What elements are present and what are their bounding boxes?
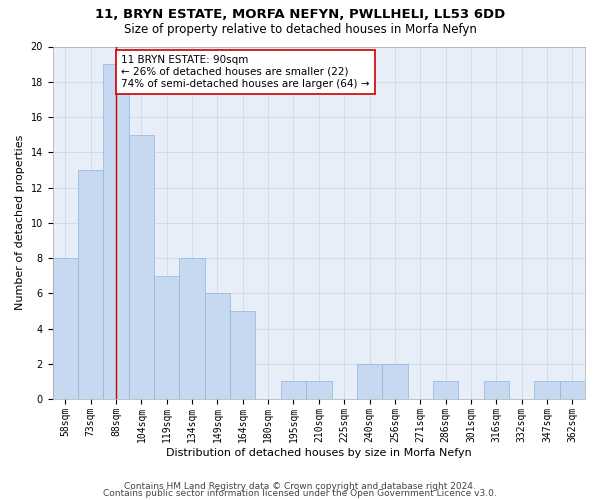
Text: Contains HM Land Registry data © Crown copyright and database right 2024.: Contains HM Land Registry data © Crown c… — [124, 482, 476, 491]
Bar — [433, 382, 458, 399]
Bar — [560, 382, 585, 399]
Bar — [205, 294, 230, 399]
Y-axis label: Number of detached properties: Number of detached properties — [15, 135, 25, 310]
Bar — [129, 134, 154, 399]
Bar — [179, 258, 205, 399]
Bar — [535, 382, 560, 399]
Bar — [103, 64, 129, 399]
Bar — [382, 364, 407, 399]
Bar — [357, 364, 382, 399]
Bar — [484, 382, 509, 399]
Text: Size of property relative to detached houses in Morfa Nefyn: Size of property relative to detached ho… — [124, 22, 476, 36]
Text: Contains public sector information licensed under the Open Government Licence v3: Contains public sector information licen… — [103, 490, 497, 498]
Text: 11 BRYN ESTATE: 90sqm
← 26% of detached houses are smaller (22)
74% of semi-deta: 11 BRYN ESTATE: 90sqm ← 26% of detached … — [121, 56, 370, 88]
X-axis label: Distribution of detached houses by size in Morfa Nefyn: Distribution of detached houses by size … — [166, 448, 472, 458]
Bar — [53, 258, 78, 399]
Bar — [306, 382, 332, 399]
Text: 11, BRYN ESTATE, MORFA NEFYN, PWLLHELI, LL53 6DD: 11, BRYN ESTATE, MORFA NEFYN, PWLLHELI, … — [95, 8, 505, 20]
Bar — [78, 170, 103, 399]
Bar — [230, 311, 256, 399]
Bar — [281, 382, 306, 399]
Bar — [154, 276, 179, 399]
